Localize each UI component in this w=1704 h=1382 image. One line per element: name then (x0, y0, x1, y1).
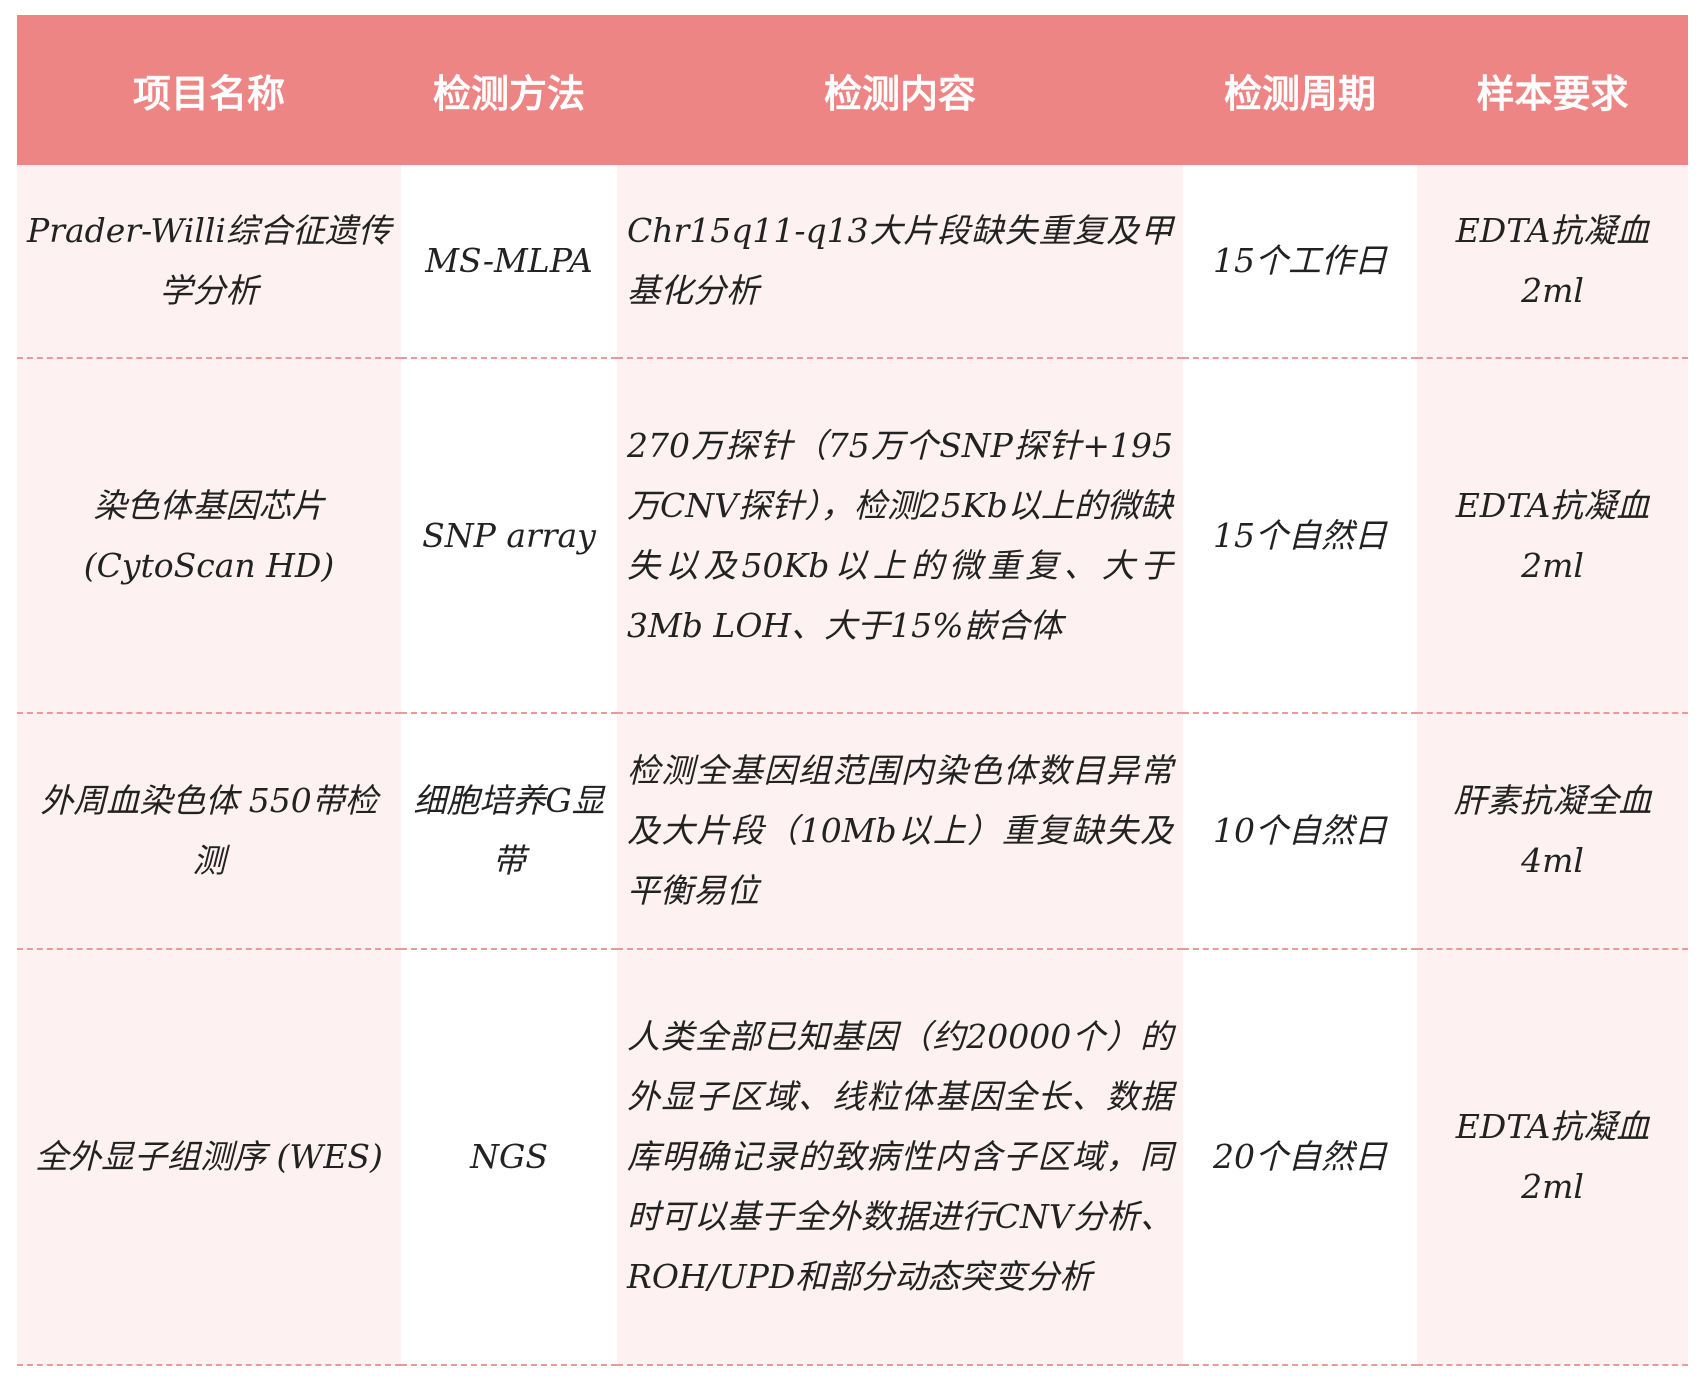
sample: EDTA抗凝血 2ml (1417, 165, 1688, 359)
item-name: Prader-Willi综合征遗传学分析 (17, 165, 401, 359)
method: SNP array (401, 358, 617, 714)
method: NGS (401, 949, 617, 1366)
header-method: 检测方法 (401, 15, 617, 165)
period: 15个自然日 (1183, 358, 1417, 714)
item-name: 全外显子组测序 (WES) (17, 949, 401, 1366)
table-row: 外周血染色体 550带检测 细胞培养G显带 检测全基因组范围内染色体数目异常及大… (17, 713, 1688, 950)
content: Chr15q11-q13大片段缺失重复及甲基化分析 (617, 165, 1183, 359)
header-period: 检测周期 (1183, 15, 1417, 165)
sample: EDTA抗凝血 2ml (1417, 358, 1688, 714)
table-row: Prader-Willi综合征遗传学分析 MS-MLPA Chr15q11-q1… (17, 165, 1688, 359)
header-row: 项目名称 检测方法 检测内容 检测周期 样本要求 (17, 15, 1688, 165)
period: 20个自然日 (1183, 949, 1417, 1366)
item-name: 外周血染色体 550带检测 (17, 713, 401, 950)
period: 15个工作日 (1183, 165, 1417, 359)
table-row: 染色体基因芯片 (CytoScan HD) SNP array 270万探针（7… (17, 358, 1688, 714)
header-content: 检测内容 (617, 15, 1183, 165)
header-sample: 样本要求 (1417, 15, 1688, 165)
content: 人类全部已知基因（约20000个）的外显子区域、线粒体基因全长、数据库明确记录的… (617, 949, 1183, 1366)
header-item-name: 项目名称 (17, 15, 401, 165)
period: 10个自然日 (1183, 713, 1417, 950)
item-name: 染色体基因芯片 (CytoScan HD) (17, 358, 401, 714)
method: 细胞培养G显带 (401, 713, 617, 950)
test-items-table: 项目名称 检测方法 检测内容 检测周期 样本要求 Prader-Willi综合征… (17, 15, 1688, 1366)
sample: EDTA抗凝血 2ml (1417, 949, 1688, 1366)
content: 270万探针（75万个SNP探针+195万CNV探针），检测25Kb以上的微缺失… (617, 358, 1183, 714)
table-row: 全外显子组测序 (WES) NGS 人类全部已知基因（约20000个）的外显子区… (17, 949, 1688, 1366)
method: MS-MLPA (401, 165, 617, 359)
sample: 肝素抗凝全血 4ml (1417, 713, 1688, 950)
content: 检测全基因组范围内染色体数目异常及大片段（10Mb以上）重复缺失及平衡易位 (617, 713, 1183, 950)
